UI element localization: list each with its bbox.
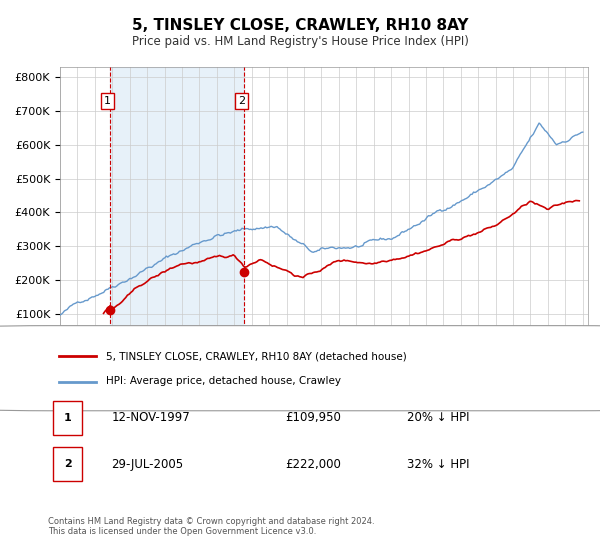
Text: Price paid vs. HM Land Registry's House Price Index (HPI): Price paid vs. HM Land Registry's House … xyxy=(131,35,469,49)
FancyBboxPatch shape xyxy=(0,325,600,411)
Text: 32% ↓ HPI: 32% ↓ HPI xyxy=(407,458,470,470)
Text: 5, TINSLEY CLOSE, CRAWLEY, RH10 8AY: 5, TINSLEY CLOSE, CRAWLEY, RH10 8AY xyxy=(132,18,468,32)
Text: 2: 2 xyxy=(64,459,71,469)
Bar xyxy=(110,67,244,347)
Text: 12-NOV-1997: 12-NOV-1997 xyxy=(112,412,190,424)
Text: 1: 1 xyxy=(104,96,111,106)
Bar xyxy=(53,447,82,480)
Text: £222,000: £222,000 xyxy=(286,458,341,470)
Text: 5, TINSLEY CLOSE, CRAWLEY, RH10 8AY (detached house): 5, TINSLEY CLOSE, CRAWLEY, RH10 8AY (det… xyxy=(106,352,407,362)
Text: Contains HM Land Registry data © Crown copyright and database right 2024.
This d: Contains HM Land Registry data © Crown c… xyxy=(48,517,374,536)
Text: 20% ↓ HPI: 20% ↓ HPI xyxy=(407,412,470,424)
Text: 29-JUL-2005: 29-JUL-2005 xyxy=(112,458,184,470)
Text: £109,950: £109,950 xyxy=(286,412,341,424)
Text: 2: 2 xyxy=(238,96,245,106)
Bar xyxy=(53,402,82,435)
Text: HPI: Average price, detached house, Crawley: HPI: Average price, detached house, Craw… xyxy=(106,376,341,386)
Text: 1: 1 xyxy=(64,413,71,423)
